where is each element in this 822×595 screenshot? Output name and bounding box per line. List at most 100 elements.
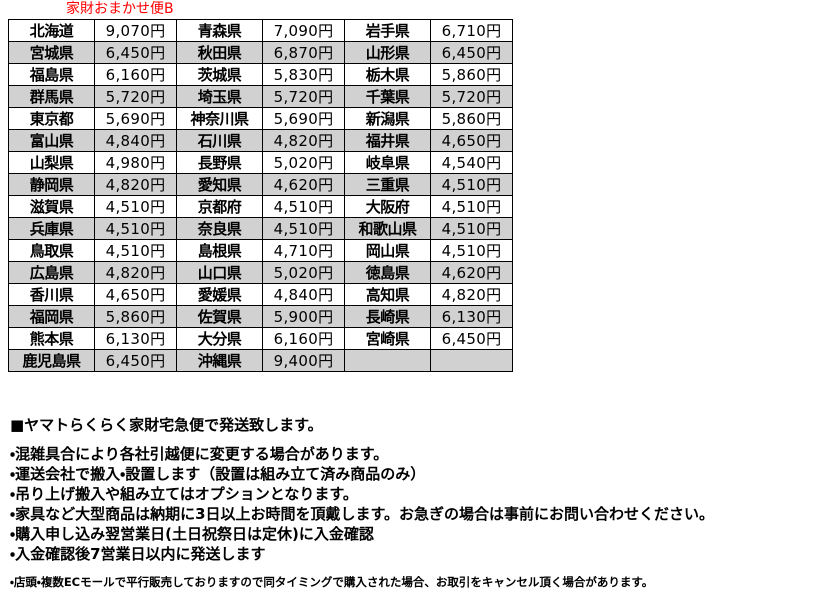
prefecture-cell: 千葉県 [344, 85, 431, 108]
price-cell: 6,450円 [430, 327, 513, 350]
price-cell: 4,510円 [94, 239, 177, 262]
notes-heading: ■ヤマトらくらく家財宅急便で発送致します。 [10, 416, 323, 434]
prefecture-cell: 宮崎県 [344, 327, 431, 350]
price-cell: 5,020円 [262, 261, 345, 284]
prefecture-cell: 新潟県 [344, 107, 431, 130]
fare-table-container: 北海道 9,070円 青森県 7,090円 岩手県 6,710円 宮城県 6,450円 秋田県 6… [8, 19, 513, 372]
prefecture-cell: 兵庫県 [8, 217, 95, 240]
prefecture-cell: 岡山県 [344, 239, 431, 262]
price-cell: 5,020円 [262, 151, 345, 174]
prefecture-cell: 青森県 [176, 19, 263, 42]
price-cell: 4,620円 [430, 261, 513, 284]
price-cell: 4,820円 [430, 283, 513, 306]
price-cell: 4,510円 [430, 239, 513, 262]
price-cell: 5,690円 [262, 107, 345, 130]
table-row: 群馬県 5,720円 埼玉県 5,720円 千葉県 5,720円 [8, 85, 513, 108]
table-row: 宮城県 6,450円 秋田県 6,870円 山形県 6,450円 [8, 41, 513, 64]
price-cell: 4,840円 [262, 283, 345, 306]
table-row: 滋賀県 4,510円 京都府 4,510円 大阪府 4,510円 [8, 195, 513, 218]
price-cell: 5,860円 [430, 107, 513, 130]
prefecture-cell: 福島県 [8, 63, 95, 86]
price-cell: 4,620円 [262, 173, 345, 196]
prefecture-cell: 佐賀県 [176, 305, 263, 328]
price-cell: 5,830円 [262, 63, 345, 86]
table-row: 東京都 5,690円 神奈川県 5,690円 新潟県 5,860円 [8, 107, 513, 130]
price-cell: 4,510円 [430, 195, 513, 218]
price-cell: 6,870円 [262, 41, 345, 64]
prefecture-cell: 茨城県 [176, 63, 263, 86]
prefecture-cell: 岐阜県 [344, 151, 431, 174]
price-cell: 4,650円 [94, 283, 177, 306]
table-row: 福岡県 5,860円 佐賀県 5,900円 長崎県 6,130円 [8, 305, 513, 328]
price-cell: 5,900円 [262, 305, 345, 328]
table-row: 静岡県 4,820円 愛知県 4,620円 三重県 4,510円 [8, 173, 513, 196]
prefecture-cell: 愛媛県 [176, 283, 263, 306]
prefecture-cell: 島根県 [176, 239, 263, 262]
prefecture-cell: 福井県 [344, 129, 431, 152]
price-cell: 6,710円 [430, 19, 513, 42]
price-cell: 6,160円 [262, 327, 345, 350]
prefecture-cell: 埼玉県 [176, 85, 263, 108]
fare-table-body: 北海道 9,070円 青森県 7,090円 岩手県 6,710円 宮城県 6,450円 秋田県 6… [8, 19, 513, 372]
price-cell: 4,820円 [94, 173, 177, 196]
notes-list: ・混雑具合により各社引越便に変更する場合があります。・運送会社で搬入・設置します… [10, 444, 810, 564]
prefecture-cell: 長崎県 [344, 305, 431, 328]
prefecture-cell: 鳥取県 [8, 239, 95, 262]
prefecture-cell: 広島県 [8, 261, 95, 284]
prefecture-cell: 奈良県 [176, 217, 263, 240]
prefecture-cell: 沖縄県 [176, 349, 263, 372]
price-cell: 4,650円 [430, 129, 513, 152]
prefecture-cell: 山口県 [176, 261, 263, 284]
prefecture-cell: 富山県 [8, 129, 95, 152]
table-row: 富山県 4,840円 石川県 4,820円 福井県 4,650円 [8, 129, 513, 152]
price-cell: 4,840円 [94, 129, 177, 152]
price-cell: 6,130円 [94, 327, 177, 350]
prefecture-cell: 滋賀県 [8, 195, 95, 218]
table-row: 福島県 6,160円 茨城県 5,830円 栃木県 5,860円 [8, 63, 513, 86]
table-row: 兵庫県 4,510円 奈良県 4,510円 和歌山県 4,510円 [8, 217, 513, 240]
table-row: 香川県 4,650円 愛媛県 4,840円 高知県 4,820円 [8, 283, 513, 306]
prefecture-cell: 三重県 [344, 173, 431, 196]
note-line: ・運送会社で搬入・設置します（設置は組み立て済み商品のみ） [10, 465, 426, 483]
prefecture-cell: 北海道 [8, 19, 95, 42]
prefecture-cell: 山形県 [344, 41, 431, 64]
prefecture-cell: 香川県 [8, 283, 95, 306]
prefecture-cell: 神奈川県 [176, 107, 263, 130]
shipping-notes: ■ヤマトらくらく家財宅急便で発送致します。 ・混雑具合により各社引越便に変更する… [10, 414, 810, 591]
prefecture-cell: 岩手県 [344, 19, 431, 42]
prefecture-cell: 福岡県 [8, 305, 95, 328]
prefecture-cell: 鹿児島県 [8, 349, 95, 372]
prefecture-cell: 群馬県 [8, 85, 95, 108]
prefecture-cell: 静岡県 [8, 173, 95, 196]
notes-fine-print: ・店頭・複数ECモールで平行販売しておりますので同タイミングで購入された場合、お… [10, 575, 654, 589]
table-row: 鹿児島県 6,450円 沖縄県 9,400円 [8, 349, 513, 372]
note-line: ・入金確認後7営業日以内に発送します [10, 545, 266, 563]
prefecture-cell: 秋田県 [176, 41, 263, 64]
note-line: ・購入申し込み翌営業日(土日祝祭日は定休)に入金確認 [10, 525, 374, 543]
price-cell: 4,510円 [430, 173, 513, 196]
prefecture-fare-table: 北海道 9,070円 青森県 7,090円 岩手県 6,710円 宮城県 6,450円 秋田県 6… [8, 19, 513, 372]
page-title: 家財おまかせ便B [66, 1, 174, 17]
price-cell: 6,160円 [94, 63, 177, 86]
empty-cell [344, 349, 431, 372]
price-cell: 4,510円 [262, 195, 345, 218]
empty-cell [430, 349, 513, 372]
prefecture-cell: 石川県 [176, 129, 263, 152]
table-row: 北海道 9,070円 青森県 7,090円 岩手県 6,710円 [8, 19, 513, 42]
table-row: 広島県 4,820円 山口県 5,020円 徳島県 4,620円 [8, 261, 513, 284]
price-cell: 6,450円 [94, 41, 177, 64]
prefecture-cell: 東京都 [8, 107, 95, 130]
price-cell: 5,720円 [94, 85, 177, 108]
note-line: ・混雑具合により各社引越便に変更する場合があります。 [10, 445, 389, 463]
prefecture-cell: 京都府 [176, 195, 263, 218]
price-cell: 4,540円 [430, 151, 513, 174]
prefecture-cell: 愛知県 [176, 173, 263, 196]
price-cell: 5,860円 [430, 63, 513, 86]
price-cell: 4,820円 [94, 261, 177, 284]
price-cell: 6,450円 [430, 41, 513, 64]
price-cell: 5,690円 [94, 107, 177, 130]
table-row: 鳥取県 4,510円 島根県 4,710円 岡山県 4,510円 [8, 239, 513, 262]
table-row: 山梨県 4,980円 長野県 5,020円 岐阜県 4,540円 [8, 151, 513, 174]
note-line: ・吊り上げ搬入や組み立てはオプションとなります。 [10, 485, 358, 503]
price-cell: 4,510円 [94, 195, 177, 218]
